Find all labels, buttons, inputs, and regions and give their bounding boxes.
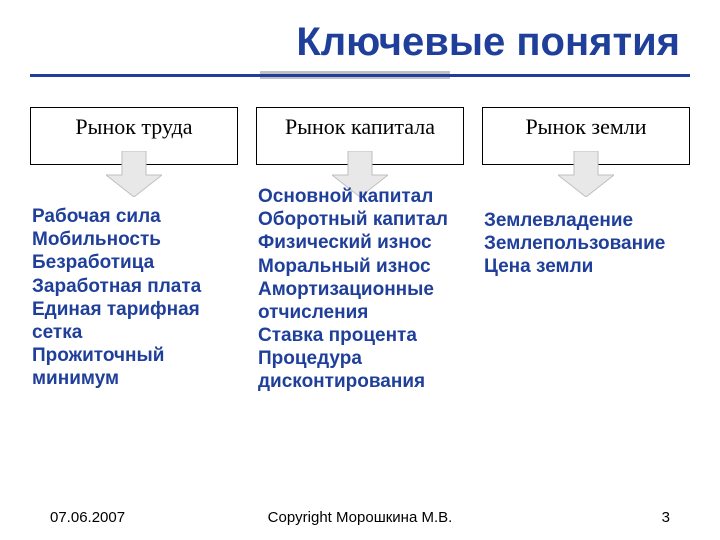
list-item: Землевладение xyxy=(484,209,688,232)
columns-container: Рынок труда Рабочая сила Мобильность Без… xyxy=(30,107,690,394)
list-item: Мобильность xyxy=(32,228,236,251)
rule-color-line xyxy=(30,74,690,77)
list-item: Моральный износ xyxy=(258,255,462,278)
list-item: Рабочая сила xyxy=(32,205,236,228)
list-item: Амортизационные отчисления xyxy=(258,278,462,324)
column-labor: Рынок труда Рабочая сила Мобильность Без… xyxy=(30,107,238,394)
list-item: Цена земли xyxy=(484,255,688,278)
column-land: Рынок земли Землевладение Землепользован… xyxy=(482,107,690,394)
arrow-down-icon xyxy=(558,151,614,197)
list-item: Оборотный капитал xyxy=(258,208,462,231)
list-item: Процедура дисконтирования xyxy=(258,347,462,393)
list-item: Физический износ xyxy=(258,231,462,254)
footer-date: 07.06.2007 xyxy=(50,509,125,526)
arrow-down-icon xyxy=(106,151,162,197)
list-item: Единая тарифная сетка xyxy=(32,298,236,344)
footer: 07.06.2007 Copyright Морошкина М.В. 3 xyxy=(0,509,720,526)
column-capital: Рынок капитала Основной капитал Оборотны… xyxy=(256,107,464,394)
list-land: Землевладение Землепользование Цена земл… xyxy=(482,205,690,279)
footer-page-number: 3 xyxy=(662,509,670,526)
list-capital: Основной капитал Оборотный капитал Физич… xyxy=(256,181,464,394)
list-item: Прожиточный минимум xyxy=(32,344,236,390)
page-title: Ключевые понятия xyxy=(30,20,690,65)
list-item: Ставка процента xyxy=(258,324,462,347)
list-item: Землепользование xyxy=(484,232,688,255)
list-item: Заработная плата xyxy=(32,275,236,298)
list-item: Основной капитал xyxy=(258,185,462,208)
list-item: Безработица xyxy=(32,251,236,274)
title-rule xyxy=(30,71,690,81)
list-labor: Рабочая сила Мобильность Безработица Зар… xyxy=(30,201,238,390)
